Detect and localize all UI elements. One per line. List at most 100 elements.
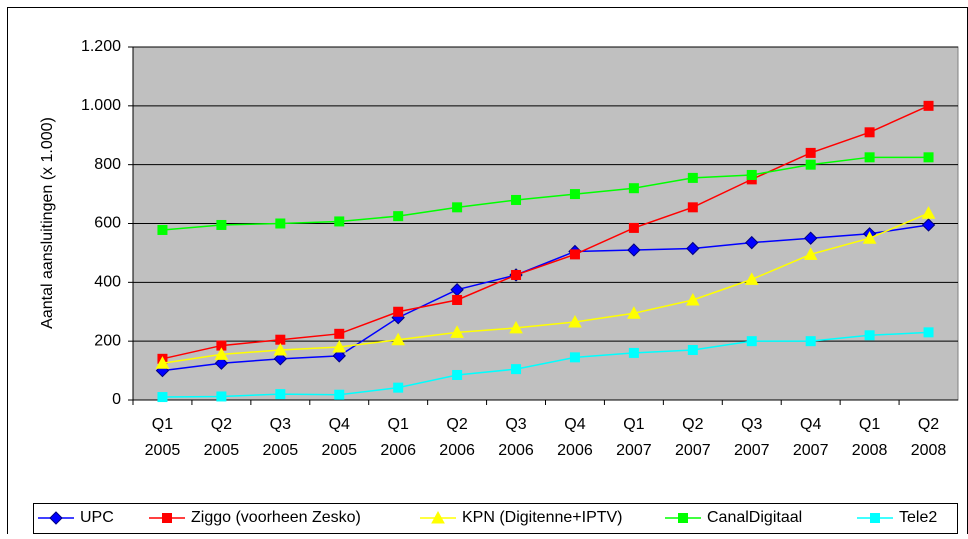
x-tick-label: Q1 2005 (144, 416, 181, 459)
x-tick-label-box: Q3 2005 (262, 416, 299, 459)
x-tick-label: Q2 2007 (675, 416, 711, 459)
marker (744, 272, 759, 285)
marker (803, 247, 818, 260)
marker (627, 306, 641, 319)
legend-label: CanalDigitaal (707, 509, 802, 526)
marker (685, 292, 700, 306)
marker (49, 511, 63, 525)
marker (687, 344, 698, 355)
x-tick-label: Q2 2006 (439, 416, 475, 459)
x-tick-label: Q1 2008 (851, 416, 888, 459)
marker (214, 347, 229, 360)
x-tick-label-box: Q2 2006 (439, 416, 475, 459)
legend-label: Tele2 (899, 509, 937, 526)
x-tick-label-box: Q2 2005 (203, 416, 240, 459)
marker (803, 231, 818, 245)
marker (870, 513, 880, 523)
marker (334, 216, 345, 227)
marker (509, 320, 523, 334)
x-tick-label-box: Q4 2005 (321, 416, 358, 459)
legend-label: KPN (Digitenne+IPTV) (462, 509, 623, 526)
marker (687, 172, 698, 183)
marker (921, 218, 936, 232)
marker (511, 269, 522, 280)
marker (628, 222, 639, 233)
marker (391, 332, 406, 346)
marker (155, 356, 170, 369)
marker (628, 347, 639, 358)
series-line (162, 156, 929, 231)
x-tick-label: Q3 2007 (733, 416, 770, 459)
marker (864, 127, 875, 138)
legend-label: Ziggo (voorheen Zesko) (191, 509, 361, 526)
marker (452, 369, 463, 380)
x-tick-label: Q2 2005 (203, 416, 240, 459)
marker (745, 235, 759, 250)
y-axis-label: Aantal aansluitingen (x 1.000) (39, 117, 56, 329)
marker (431, 510, 445, 524)
marker (569, 352, 580, 363)
marker (393, 211, 404, 222)
y-tick-label: 400 (94, 274, 121, 291)
marker (746, 336, 757, 347)
marker (569, 189, 580, 200)
x-tick-label-box: Q2 2008 (910, 416, 947, 459)
y-tick-label: 200 (94, 332, 121, 349)
marker (273, 352, 288, 366)
marker (511, 364, 522, 375)
marker (686, 241, 700, 256)
x-tick-label-box: Q3 2006 (498, 416, 534, 459)
x-tick-label: Q4 2007 (792, 416, 829, 459)
series (157, 327, 934, 403)
marker (157, 392, 168, 403)
x-tick-label-box: Q4 2007 (792, 416, 829, 459)
y-tick-label: 600 (94, 215, 121, 232)
x-tick-label: Q4 2005 (321, 416, 358, 459)
x-tick-label-box: Q3 2007 (733, 416, 770, 459)
marker (450, 325, 464, 338)
x-tick-label: Q2 2008 (910, 416, 947, 459)
marker (511, 194, 522, 205)
x-tick-label-box: Q2 2007 (675, 416, 711, 459)
marker (923, 100, 934, 111)
marker (921, 206, 936, 219)
y-tick-label: 1.200 (81, 38, 121, 55)
series-line (162, 331, 929, 398)
marker (864, 330, 875, 341)
marker (628, 183, 639, 194)
x-tick-label: Q3 2006 (498, 416, 534, 459)
y-tick-label: 0 (112, 391, 121, 408)
series (157, 152, 934, 235)
marker (805, 336, 816, 347)
marker (862, 231, 877, 244)
marker (157, 224, 168, 235)
x-tick-label: Q1 2006 (380, 416, 416, 459)
x-tick-label-box: Q1 2007 (616, 416, 652, 459)
marker (393, 382, 404, 393)
marker (864, 152, 875, 163)
x-tick-label: Q3 2005 (262, 416, 299, 459)
marker (569, 249, 580, 260)
marker (393, 306, 404, 317)
x-tick-label-box: Q4 2006 (557, 416, 593, 459)
marker (216, 391, 227, 402)
marker (923, 327, 934, 338)
marker (216, 219, 227, 230)
marker (568, 315, 582, 328)
marker (452, 202, 463, 213)
marker (332, 349, 346, 363)
marker (332, 340, 347, 353)
y-tick-label: 800 (94, 156, 121, 173)
legend (33, 503, 958, 534)
x-tick-label: Q1 2007 (616, 416, 652, 459)
marker (746, 169, 757, 180)
marker (805, 147, 816, 158)
x-tick-label-box: Q1 2006 (380, 416, 416, 459)
series-line (162, 212, 929, 364)
marker (162, 513, 172, 523)
y-tick-label: 1.000 (81, 97, 121, 114)
marker (275, 218, 286, 229)
marker (273, 342, 288, 356)
